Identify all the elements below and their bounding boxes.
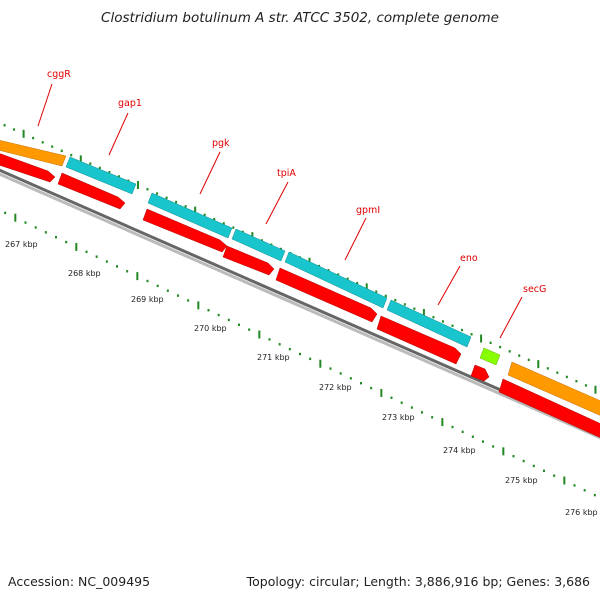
scale-label: 276 kbp (565, 508, 598, 517)
gene-label-secG: secG (499, 284, 546, 339)
cds-arrow-gpmI[interactable] (275, 267, 378, 323)
scale-label: 275 kbp (505, 476, 538, 485)
map-title: Clostridium botulinum A str. ATCC 3502, … (101, 10, 499, 26)
gene-bar-pgk[interactable] (147, 192, 233, 239)
gene-label-tpiA: tpiA (265, 168, 296, 225)
gene-bar-gpmI[interactable] (284, 251, 388, 309)
cds-arrow-gap1[interactable] (57, 172, 126, 210)
svg-text:cggR: cggR (47, 69, 71, 80)
svg-text:secG: secG (523, 284, 546, 295)
cds-arrow-eno[interactable] (376, 315, 462, 365)
cds-arrow-next[interactable] (498, 378, 600, 442)
gene-bar-cggR[interactable] (0, 138, 67, 167)
gene-label-gpmI: gpmI (344, 205, 380, 261)
scale-label: 271 kbp (257, 353, 290, 362)
scale-label: 273 kbp (382, 413, 415, 422)
gene-bar-gap1[interactable] (65, 156, 137, 195)
svg-text:gap1: gap1 (118, 98, 142, 109)
gene-bar-tpiA[interactable] (231, 228, 286, 262)
scale-tick-row (4, 211, 596, 497)
gene-bar-next[interactable] (507, 361, 600, 418)
genome-summary-text: Topology: circular; Length: 3,886,916 bp… (246, 574, 590, 589)
cds-arrow-secG[interactable] (470, 364, 490, 382)
scale-label: 269 kbp (131, 295, 164, 304)
scale-label: 268 kbp (68, 269, 101, 278)
gene-bar-eno[interactable] (386, 299, 472, 348)
svg-text:pgk: pgk (212, 138, 230, 149)
accession-text: Accession: NC_009495 (8, 574, 151, 589)
cds-arrow-cggR[interactable] (0, 150, 56, 183)
gene-label-cggR: cggR (37, 69, 71, 127)
scale-labels: 267 kbp 268 kbp 269 kbp 270 kbp 271 kbp … (5, 240, 598, 517)
svg-text:eno: eno (460, 253, 478, 264)
gene-label-pgk: pgk (199, 138, 230, 195)
gene-bar-secG[interactable] (479, 347, 501, 366)
scale-label: 270 kbp (194, 324, 227, 333)
genome-backbone-shadow (0, 172, 600, 440)
gene-bars (0, 138, 600, 442)
scale-label: 272 kbp (319, 383, 352, 392)
scale-label: 267 kbp (5, 240, 38, 249)
scale-label: 274 kbp (443, 446, 476, 455)
svg-text:tpiA: tpiA (277, 168, 296, 179)
gene-label-eno: eno (437, 253, 478, 306)
gene-label-gap1: gap1 (108, 98, 142, 156)
svg-text:gpmI: gpmI (356, 205, 380, 216)
cds-arrow-tpiA[interactable] (222, 245, 275, 276)
cds-arrow-pgk[interactable] (142, 208, 228, 253)
